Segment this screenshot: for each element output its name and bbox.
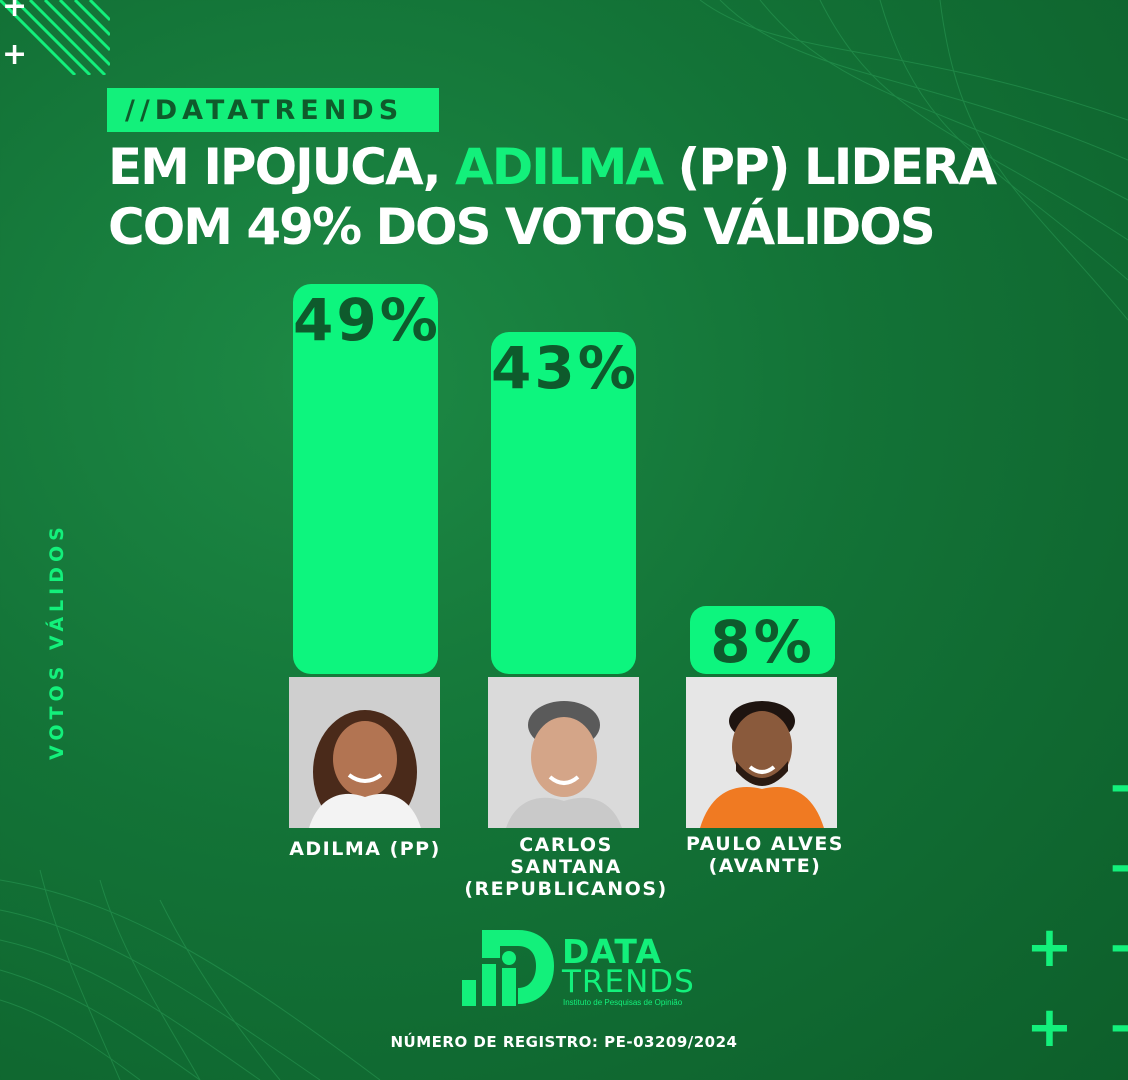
candidate-name-paulo: PAULO ALVES (AVANTE) [655, 833, 875, 877]
plus-icon: + [2, 0, 28, 24]
candidate-name-line: CARLOS [519, 834, 613, 856]
page-title: EM IPOJUCA, ADILMA (PP) LIDERA COM 49% D… [108, 137, 1088, 257]
registration-number: NÚMERO DE REGISTRO: PE-03209/2024 [390, 1033, 738, 1051]
logo-text-data: DATA [562, 932, 662, 971]
candidate-name-line: (AVANTE) [708, 855, 822, 877]
candidate-photo-adilma [289, 677, 440, 828]
title-line-2: COM 49% DOS VOTOS VÁLIDOS [108, 198, 936, 256]
title-part-2: (PP) LIDERA [662, 138, 998, 196]
candidate-name-line: SANTANA [510, 856, 622, 878]
candidate-name-line: (REPUBLICANOS) [464, 878, 668, 900]
bar-0 [293, 284, 438, 674]
minus-icon: – [1110, 840, 1128, 890]
y-axis-label: VOTOS VÁLIDOS [46, 522, 68, 760]
source-tag: //DATATRENDS [107, 88, 439, 132]
datatrends-logo: DATA TRENDS Instituto de Pesquisas de Op… [462, 928, 702, 1012]
bar-value-label: 49% [293, 286, 441, 354]
candidate-name-line: ADILMA (PP) [289, 838, 441, 860]
logo-mark-icon [462, 930, 554, 1006]
logo-subtitle: Instituto de Pesquisas de Opinião [563, 998, 683, 1007]
title-part-1: EM IPOJUCA, [108, 138, 455, 196]
bar-1 [491, 331, 636, 674]
plus-icon: + [1026, 915, 1073, 980]
corner-stripes [0, 0, 110, 75]
candidate-photo-carlos [488, 677, 639, 828]
bar-2 [690, 606, 835, 674]
plus-icon: + [1026, 995, 1073, 1060]
minus-icon: – [1110, 920, 1128, 970]
bar-value-label: 43% [491, 333, 639, 402]
bar-value-label: 8% [710, 608, 815, 676]
candidate-name-carlos: CARLOS SANTANA (REPUBLICANOS) [456, 834, 676, 900]
logo-text-trends: TRENDS [562, 964, 695, 1000]
minus-icon: – [1110, 760, 1128, 810]
minus-icon: – [1110, 1000, 1128, 1050]
title-highlight: ADILMA [455, 138, 664, 196]
candidate-photo-paulo [686, 677, 837, 828]
plus-icon: + [2, 37, 28, 72]
candidate-name-line: PAULO ALVES [686, 833, 844, 855]
candidate-name-adilma: ADILMA (PP) [255, 838, 475, 860]
